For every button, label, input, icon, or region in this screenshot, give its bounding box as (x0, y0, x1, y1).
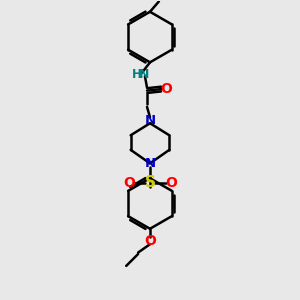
Text: O: O (144, 234, 156, 248)
Text: O: O (160, 82, 172, 96)
Text: O: O (123, 176, 135, 190)
Text: S: S (145, 175, 155, 190)
Text: O: O (165, 176, 177, 190)
Text: H: H (132, 68, 142, 81)
Text: N: N (139, 68, 149, 81)
Text: N: N (144, 114, 156, 127)
Text: N: N (144, 157, 156, 170)
